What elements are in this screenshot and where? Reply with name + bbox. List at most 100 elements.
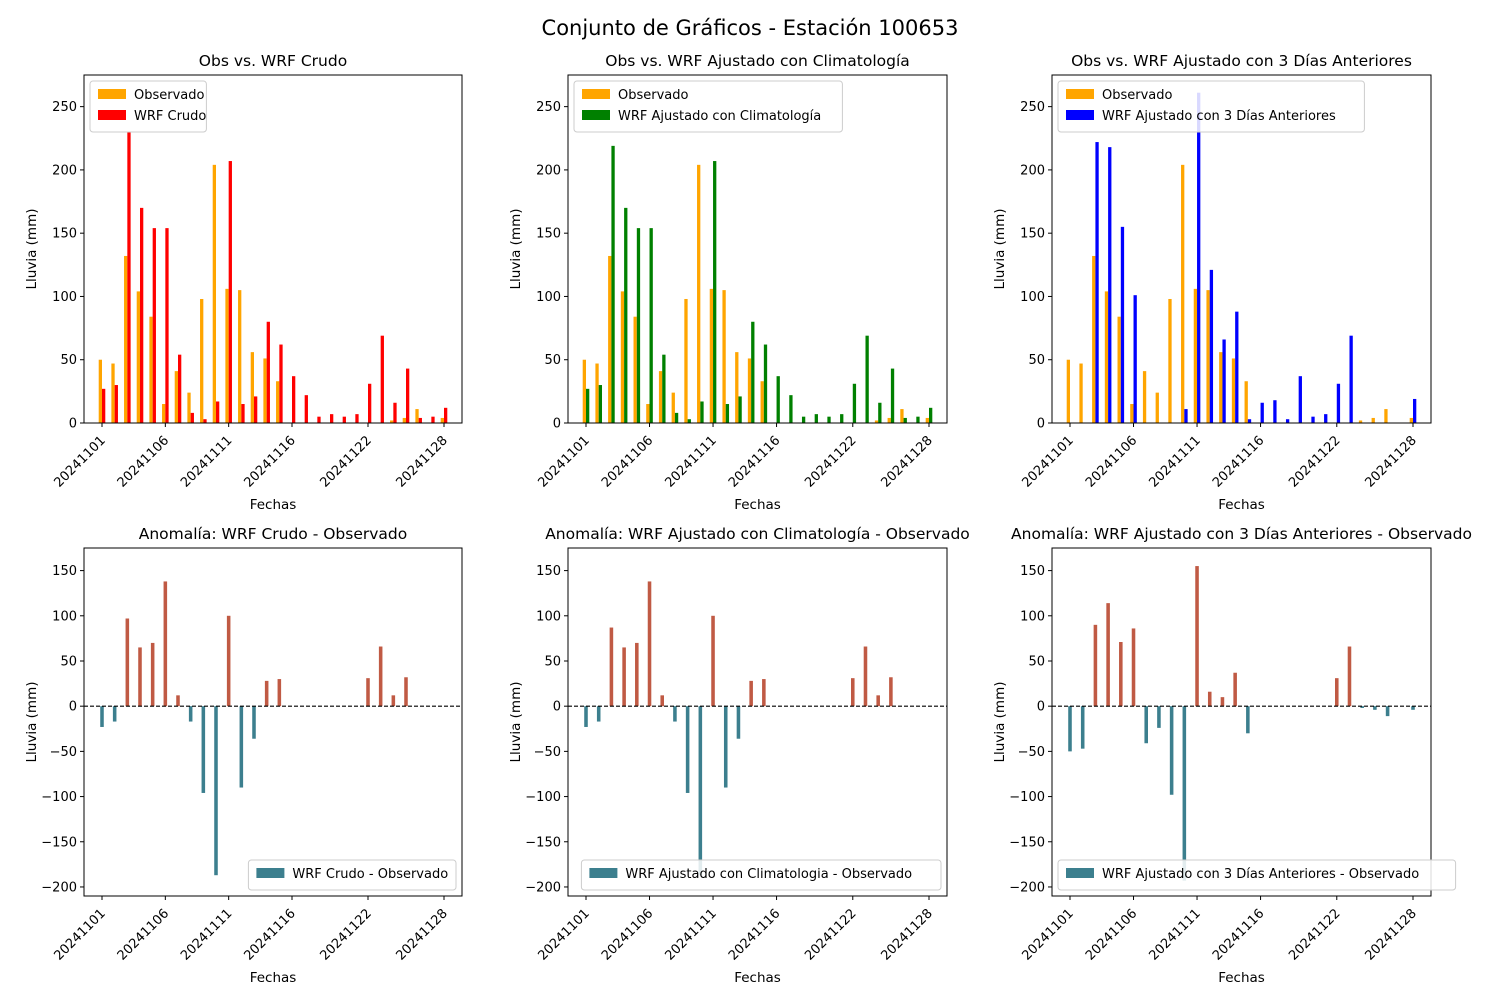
chart-5-bar [1334,678,1339,707]
chart-2-bar [1209,269,1214,423]
chart-1-bar [722,290,726,423]
chart-0-bar [292,376,296,423]
chart-5-ylabel: Lluvia (mm) [992,682,1008,763]
chart-5-bar [1080,706,1085,749]
chart-1-legend-swatch [582,110,610,120]
chart-4-bar [863,646,868,707]
chart-0-bar [203,419,207,423]
chart-0-bar [200,298,204,423]
chart-1-bar [611,145,615,423]
chart-5-legend [1057,859,1457,891]
chart-1-bar [874,420,879,423]
chart-2-bar [1133,295,1137,423]
chart-4-ylabel: Lluvia (mm) [508,682,524,763]
chart-1-bar [738,396,742,423]
chart-3-ytick-label: 150 [52,564,77,579]
chart-1-ytick-label: 0 [553,417,561,432]
chart-2-legend-label: Observado [1102,88,1173,103]
chart-2-bar [1095,142,1099,423]
chart-4-title: Anomalía: WRF Ajustado con Climatología … [545,525,970,543]
chart-2-ytick-label: 200 [1020,163,1045,178]
chart-3-bar [201,706,206,793]
chart-2-legend-swatch [1066,89,1094,99]
chart-0-bar [165,228,169,423]
chart-1-bar [595,363,599,423]
chart-2-bar [1168,298,1172,423]
chart-0-bar [393,402,397,423]
chart-3-bar [214,706,218,876]
chart-1-bar [827,416,831,423]
chart-2-bar [1120,226,1125,423]
chart-4-bar [609,627,614,707]
chart-4-ytick-label: −200 [525,880,561,895]
chart-1-legend-label: Observado [618,88,689,103]
chart-1-bar [582,359,586,423]
chart-1-bar [636,228,641,423]
chart-1-axes-frame [567,74,948,424]
chart-0-xlabel: Fechas [250,497,297,513]
chart-3-ylabel: Lluvia (mm) [24,682,40,763]
chart-2-bar [1409,417,1413,423]
chart-4-ytick-label: 0 [553,700,561,715]
chart-0-bar [355,414,359,423]
chart-1-bar [814,414,818,423]
chart-0-bar [263,358,267,423]
chart-5-bar [1182,706,1187,881]
chart-1-title: Obs vs. WRF Ajustado con Climatología [605,52,910,70]
chart-0-bar [276,381,280,423]
chart-0-bar [304,395,308,423]
chart-3-bar [252,706,256,739]
chart-2-bar [1413,398,1417,423]
chart-5-bar [1246,706,1250,734]
chart-0-bar [187,392,191,423]
chart-5-bar [1347,646,1352,707]
chart-2-legend-swatch [1066,110,1094,120]
chart-1-bar [713,161,717,423]
chart-1-bar [747,358,752,423]
chart-4-ytick-label: −50 [534,745,561,760]
chart-1-bar [598,385,603,423]
chart-3-bar [150,642,155,707]
chart-3-bar [264,680,269,707]
chart-0-bar [415,409,419,423]
chart-4-ytick-label: 100 [536,609,561,624]
chart-1-bar [684,298,688,423]
chart-0-bar [380,335,384,423]
chart-1-bar [801,416,806,423]
chart-0-bar [149,316,153,423]
chart-0-bar [140,207,144,423]
chart-4-axes-frame [567,547,948,897]
chart-4-bar [889,677,893,707]
chart-3-bar [277,679,282,707]
chart-2-legend [1057,80,1365,133]
chart-5-xlabel: Fechas [1218,970,1265,986]
chart-0-bar [228,161,232,423]
chart-1-bar [776,376,780,423]
chart-1-bar [903,417,907,423]
chart-2-bar [1193,288,1198,423]
chart-5-bar [1360,706,1364,708]
chart-0-bar [190,412,194,423]
chart-0-bar [216,401,220,423]
chart-2-ytick-label: 0 [1037,417,1045,432]
chart-5-ytick-label: 100 [1020,609,1045,624]
chart-1-ytick-label: 250 [536,100,561,115]
chart-4-bar [723,706,728,788]
chart-5-ytick-label: −50 [1018,745,1045,760]
chart-0-bar [440,417,444,423]
chart-3-bar [404,677,408,707]
chart-1-bar [887,417,891,423]
chart-2-bar [1117,316,1121,423]
chart-1-bar [751,321,755,423]
chart-2-ytick-label: 100 [1020,290,1045,305]
chart-3-bar [226,615,231,707]
chart-0-bar [114,385,118,423]
chart-1-bar [789,395,793,423]
chart-0-ytick-label: 100 [52,290,77,305]
chart-3-ytick-label: −100 [41,790,77,805]
chart-5-axes-frame [1051,547,1432,897]
chart-2-bar [1092,255,1096,423]
chart-5-bar [1373,706,1377,710]
